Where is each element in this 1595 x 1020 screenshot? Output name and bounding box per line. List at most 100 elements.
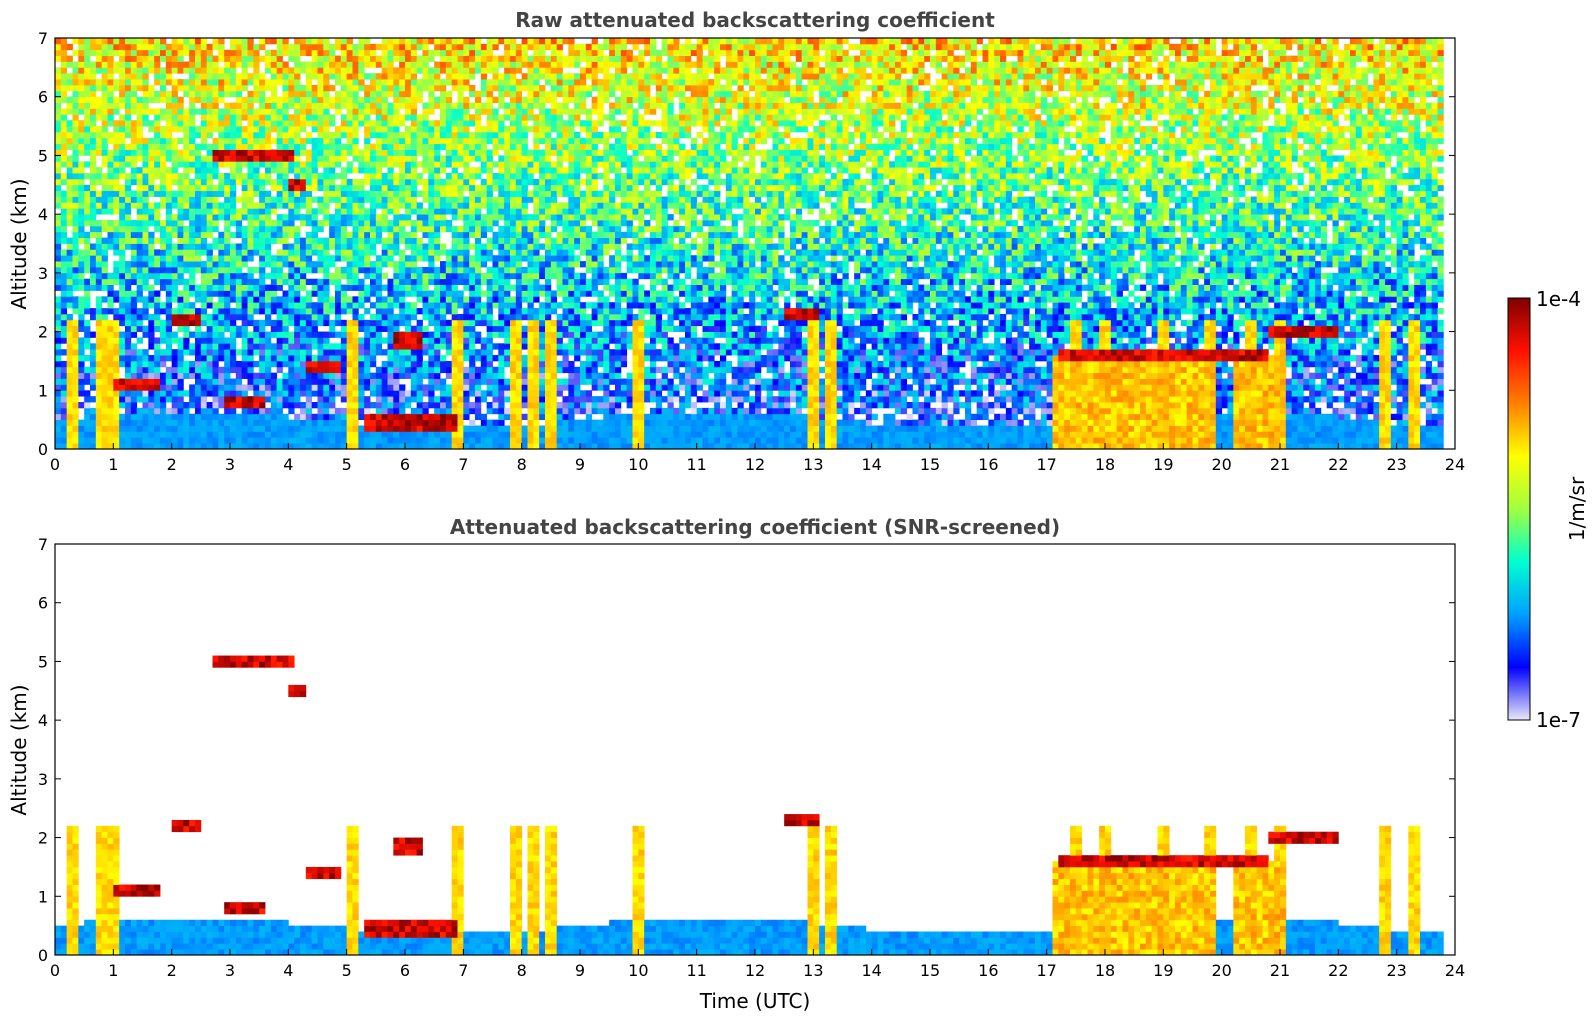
heat-cell [504, 196, 511, 203]
heat-cell [475, 61, 482, 68]
heat-cell [160, 143, 167, 150]
heat-cell [381, 155, 388, 162]
heat-cell [358, 413, 365, 421]
heat-cell [165, 196, 173, 203]
heat-cell [148, 425, 155, 432]
heat-cell [107, 390, 114, 397]
heat-cell [60, 79, 68, 86]
heat-cell [393, 196, 400, 203]
heat-cell [78, 231, 85, 239]
heat-cell [200, 67, 208, 74]
heat-cell [346, 349, 353, 356]
heat-cell [160, 425, 167, 432]
heat-cell [78, 126, 85, 133]
heat-cell [486, 425, 493, 432]
heat-cell [375, 407, 383, 415]
heat-cell [399, 178, 406, 186]
heat-cell [60, 249, 68, 256]
heat-cell [200, 178, 208, 186]
heat-cell [300, 90, 307, 98]
heat-cell [323, 214, 330, 221]
heat-cell [486, 214, 493, 221]
heat-cell [335, 302, 342, 309]
heat-cell [195, 390, 202, 397]
heat-cell [66, 61, 73, 68]
heat-cell [416, 278, 423, 285]
heat-cell [195, 143, 202, 150]
heat-cell [311, 61, 318, 68]
heat-cell [510, 161, 517, 168]
heat-cell [300, 214, 307, 221]
heat-cell [119, 255, 126, 262]
heat-cell [154, 308, 161, 315]
heat-cell [224, 137, 231, 145]
heat-cell [113, 337, 120, 344]
heat-cell [165, 131, 173, 139]
heat-cell [399, 96, 406, 103]
heat-cell [305, 196, 313, 203]
heat-cell [457, 372, 464, 379]
heat-cell [148, 437, 155, 444]
heat-cell [498, 143, 505, 150]
heat-cell [136, 413, 143, 421]
heat-cell [241, 390, 248, 397]
heat-cell [305, 355, 313, 362]
heat-cell [364, 61, 371, 68]
heat-cell [410, 366, 418, 374]
heat-cell [189, 167, 196, 174]
heat-cell [230, 290, 237, 297]
heat-cell [101, 196, 108, 203]
heat-cell [78, 296, 85, 303]
heat-cell [510, 190, 517, 197]
heat-cell [300, 202, 307, 209]
heat-cell [294, 437, 301, 444]
heat-cell [125, 366, 132, 374]
heat-cell [177, 443, 184, 450]
heat-cell [130, 302, 138, 309]
heat-cell [55, 284, 62, 291]
heat-cell [457, 290, 464, 297]
heat-cell [60, 384, 68, 391]
heat-cell [434, 366, 441, 374]
heat-cell [416, 290, 423, 297]
heat-cell [451, 102, 458, 109]
heat-cell [212, 143, 219, 150]
heat-cell [241, 61, 248, 68]
heat-cell [329, 67, 336, 74]
heat-cell [311, 220, 318, 227]
heat-cell [329, 120, 336, 127]
heat-cell [475, 231, 482, 239]
heat-cell [142, 67, 149, 74]
heat-cell [323, 372, 330, 379]
heat-cell [171, 355, 178, 362]
heat-cell [492, 243, 499, 250]
heat-cell [428, 208, 435, 215]
heat-cell [270, 196, 278, 203]
heat-cell [247, 173, 254, 180]
heat-cell [247, 407, 254, 415]
heat-cell [451, 43, 458, 51]
heat-cell [469, 419, 476, 426]
heat-cell [200, 384, 208, 391]
heat-cell [294, 396, 301, 403]
heat-cell [329, 84, 336, 92]
heat-cell [434, 184, 441, 192]
heat-cell [130, 161, 138, 168]
heat-cell [125, 231, 132, 239]
heat-cell [300, 220, 307, 227]
heat-cell [492, 331, 499, 338]
heat-cell [55, 278, 62, 285]
heat-cell [95, 67, 103, 74]
heat-cell [480, 378, 488, 385]
heat-cell [428, 126, 435, 133]
heat-cell [177, 366, 184, 374]
heat-cell [265, 120, 272, 127]
heat-cell [445, 55, 453, 62]
heat-cell [434, 126, 441, 133]
heat-cell [270, 272, 278, 280]
heat-cell [387, 190, 394, 197]
heat-cell [405, 360, 412, 368]
heat-cell [78, 208, 85, 215]
heat-cell [177, 419, 184, 426]
heat-cell [381, 137, 388, 145]
